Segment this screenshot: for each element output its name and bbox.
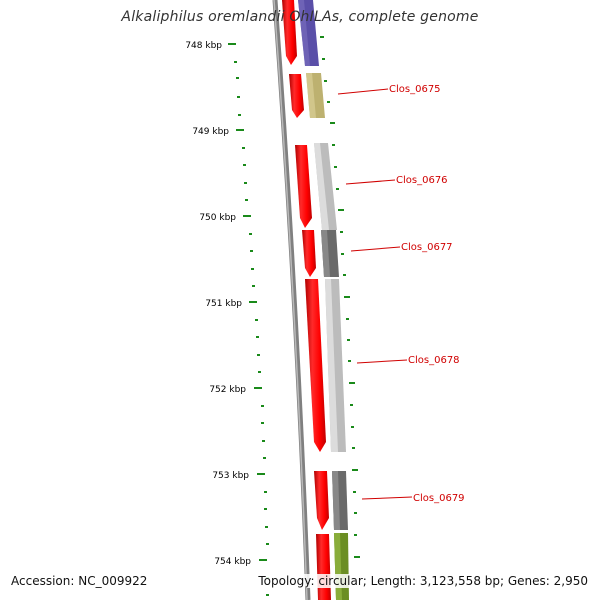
gene-arrow[interactable] — [302, 230, 316, 277]
gene-block[interactable] — [325, 279, 338, 452]
map-title: Alkaliphilus oremlandii OhILAs, complete… — [121, 9, 479, 25]
gene-block[interactable] — [314, 143, 329, 230]
tick-label: 752 kbp — [209, 385, 246, 395]
gene-label-clos-0677[interactable]: Clos_0677 — [401, 242, 453, 253]
gene-arrow[interactable] — [316, 534, 331, 600]
gene-block[interactable] — [298, 0, 310, 66]
gene-arrow[interactable] — [305, 279, 326, 452]
accession-label: Accession: NC_009922 — [9, 574, 150, 588]
tick-label: 748 kbp — [185, 41, 222, 51]
gene-label-clos-0676[interactable]: Clos_0676 — [396, 175, 448, 186]
tick-label: 749 kbp — [192, 127, 229, 137]
genome-summary: Topology: circular; Length: 3,123,558 bp… — [256, 574, 590, 588]
tick-label: 753 kbp — [212, 471, 249, 481]
tick-label: 754 kbp — [214, 557, 251, 567]
label-leaders — [337, 88, 413, 500]
gene-label-clos-0678[interactable]: Clos_0678 — [408, 355, 460, 366]
gene-arrow[interactable] — [295, 145, 312, 228]
category-track — [298, 0, 349, 600]
gene-block[interactable] — [332, 471, 340, 530]
tick-label: 750 kbp — [199, 213, 236, 223]
gene-label-clos-0675[interactable]: Clos_0675 — [389, 84, 441, 95]
gene-label-clos-0679[interactable]: Clos_0679 — [413, 493, 465, 504]
major-ticks — [228, 43, 267, 561]
gene-arrow[interactable] — [289, 74, 304, 118]
outer-tick-track — [320, 36, 360, 558]
tick-track: 748 kbp 749 kbp 750 kbp 751 kbp 752 kbp … — [185, 41, 269, 596]
gene-block[interactable] — [321, 230, 330, 277]
gene-arrow[interactable] — [314, 471, 329, 530]
minor-ticks — [234, 61, 269, 596]
gene-arrow[interactable] — [282, 0, 297, 65]
tick-label: 751 kbp — [205, 299, 242, 309]
gene-block[interactable] — [306, 73, 316, 118]
backbone — [272, 0, 311, 600]
